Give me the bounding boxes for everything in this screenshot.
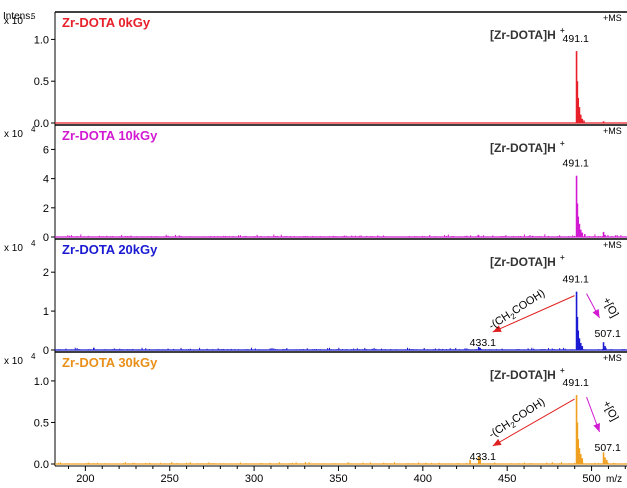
peak-label: 491.1 <box>563 158 589 170</box>
mode-label: +MS <box>603 13 622 23</box>
panel-title: Zr-DOTA 20kGy <box>62 242 158 257</box>
scale-exponent: 5 <box>31 12 36 21</box>
scale-exponent: 4 <box>31 352 36 361</box>
panel-title: Zr-DOTA 10kGy <box>62 128 158 143</box>
y-tick-label: 1 <box>43 306 49 318</box>
x-axis: 200 250 300 350 400 450 500 m/z <box>55 465 627 485</box>
peak-label: 433.1 <box>470 337 496 349</box>
y-tick-label: 0 <box>43 345 49 357</box>
panel-title: Zr-DOTA 0kGy <box>62 15 151 30</box>
ion-label-charge: + <box>560 26 565 35</box>
peak-label: 491.1 <box>563 274 589 286</box>
loss-arrow <box>492 295 575 333</box>
x-tick-label: 200 <box>76 473 94 483</box>
y-tick-label: 2 <box>43 203 49 215</box>
ion-label: [Zr-DOTA]H <box>490 141 556 155</box>
loss-arrow-head <box>492 325 502 332</box>
y-axis-label: Intens. <box>3 11 33 22</box>
ion-label: [Zr-DOTA]H <box>490 28 556 42</box>
oxidation-arrow-head <box>592 309 600 318</box>
x-tick-label: 450 <box>498 473 516 483</box>
y-tick-label: 0.0 <box>34 118 49 130</box>
peak-label: 433.1 <box>470 451 496 463</box>
oxidation-arrow-head <box>593 423 600 432</box>
oxidation-label: +[O] <box>600 399 620 423</box>
mode-label: +MS <box>603 126 622 136</box>
spectrum-panel-0: 0.0 0.5 1.0 x 10 5 Zr-DOTA 0kGy +MS [Zr-DOTA]H +… <box>4 11 627 130</box>
loss-label: -(CH2COOH) <box>487 287 549 334</box>
ion-label-charge: + <box>560 366 565 375</box>
scale-label: x 10 <box>4 356 23 367</box>
x-tick-label: 350 <box>329 473 347 483</box>
y-tick-label: 0.5 <box>34 417 49 429</box>
loss-arrow-head <box>492 438 502 446</box>
scale-label: x 10 <box>4 16 23 27</box>
ion-label: [Zr-DOTA]H <box>490 368 556 382</box>
x-tick-label: 500 <box>582 473 600 483</box>
ion-label-charge: + <box>560 253 565 262</box>
oxidation-label: +[O] <box>600 295 620 319</box>
y-tick-label: 0 <box>43 232 49 244</box>
x-tick-label: 400 <box>414 473 432 483</box>
peak-label: 491.1 <box>563 33 589 45</box>
x-tick-label: 250 <box>161 473 179 483</box>
ion-label: [Zr-DOTA]H <box>490 255 556 269</box>
y-tick-label: 1.0 <box>34 34 49 46</box>
mode-label: +MS <box>603 353 622 363</box>
scale-exponent: 4 <box>31 125 36 134</box>
y-tick-label: 1.0 <box>34 376 49 388</box>
scale-label: x 10 <box>4 129 23 140</box>
y-tick-label: 4 <box>43 174 49 186</box>
spectrum-panel-3: 0.0 0.5 1.0 x 10 4 Zr-DOTA 30kGy +MS [Zr-DOTA]H… <box>4 351 627 471</box>
spectrum-panel-2: 0 1 2 x 10 4 Zr-DOTA 20kGy +MS [Zr-DOTA]H +491.1… <box>4 238 627 357</box>
mode-label: +MS <box>603 240 622 250</box>
y-tick-label: 0.0 <box>34 459 49 471</box>
peak-label: 507.1 <box>595 442 621 454</box>
ion-label-charge: + <box>560 139 565 148</box>
spectrum-panel-1: 0 2 4 6 x 10 4 Zr-DOTA 10kGy +MS [Zr-DOTA]H +491.… <box>4 124 627 244</box>
peak-label: 491.1 <box>563 377 589 389</box>
x-tick-label: 300 <box>245 473 263 483</box>
y-tick-label: 0.5 <box>34 76 49 88</box>
panel-title: Zr-DOTA 30kGy <box>62 355 158 370</box>
x-axis-label: m/z <box>606 474 622 483</box>
y-tick-label: 2 <box>43 267 49 279</box>
peak-label: 507.1 <box>595 328 621 340</box>
scale-label: x 10 <box>4 243 23 254</box>
scale-exponent: 4 <box>31 239 36 248</box>
y-tick-label: 6 <box>43 144 49 156</box>
loss-arrow <box>492 398 575 447</box>
